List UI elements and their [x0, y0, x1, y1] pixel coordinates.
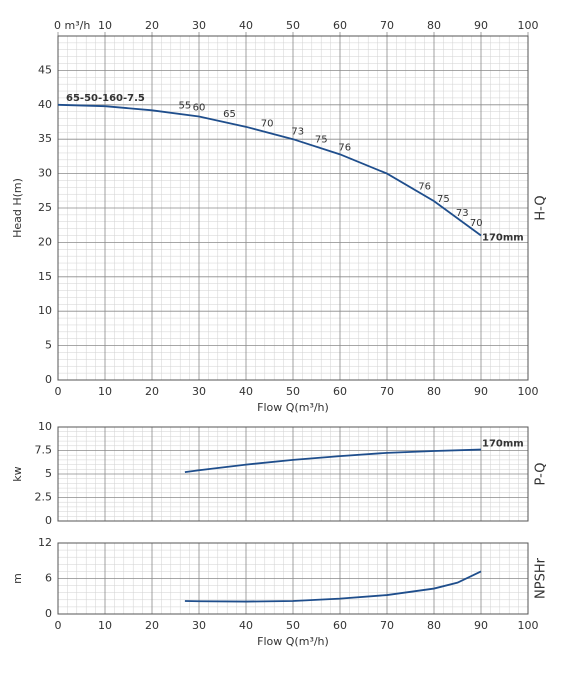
x2-tick-label: 70 [380, 19, 394, 32]
y-tick-label: 20 [38, 235, 52, 248]
x-tick-label: 0 [55, 385, 62, 398]
y-tick-label: 6 [45, 572, 52, 585]
x-tick-label: 20 [145, 385, 159, 398]
model-label: 65-50-160-7.5 [66, 93, 145, 104]
efficiency-label: 76 [338, 142, 351, 153]
x-tick-label: 50 [286, 619, 300, 632]
y-tick-label: 45 [38, 63, 52, 76]
y-tick-label: 10 [38, 420, 52, 433]
curve [184, 448, 482, 474]
x2-tick-label: 60 [333, 19, 347, 32]
x2-tick-label: 100 [518, 19, 539, 32]
y-tick-label: 40 [38, 98, 52, 111]
plot-frame [57, 35, 529, 381]
y-tick-label: 10 [38, 304, 52, 317]
x-tick-label: 100 [518, 619, 539, 632]
x2-tick-label: 0 m³/h [54, 19, 90, 32]
efficiency-label: 75 [437, 194, 450, 205]
y-tick-label: 5 [45, 467, 52, 480]
x-tick-label: 70 [380, 619, 394, 632]
y-tick-label: 0 [45, 373, 52, 386]
curve [184, 570, 482, 603]
x-tick-label: 70 [380, 385, 394, 398]
x-axis-label: Flow Q(m³/h) [257, 635, 329, 648]
efficiency-label: 70 [470, 218, 483, 229]
y-tick-label: 35 [38, 132, 52, 145]
curve-label: 170mm [482, 233, 524, 244]
side-label: P-Q [534, 463, 549, 486]
x-tick-label: 90 [474, 619, 488, 632]
x-tick-label: 40 [239, 619, 253, 632]
x-tick-label: 30 [192, 385, 206, 398]
efficiency-label: 73 [456, 208, 469, 219]
x2-tick-label: 90 [474, 19, 488, 32]
x-tick-label: 20 [145, 619, 159, 632]
plot-frame [57, 426, 529, 522]
y-tick-label: 0 [45, 607, 52, 620]
plot-frame [57, 542, 529, 615]
y-axis-label: kw [11, 466, 24, 481]
efficiency-label: 55 [179, 101, 192, 112]
x-tick-label: 60 [333, 385, 347, 398]
side-label: NPSHr [534, 557, 549, 599]
x-tick-label: 80 [427, 619, 441, 632]
y-tick-label: 25 [38, 201, 52, 214]
x2-tick-label: 30 [192, 19, 206, 32]
x2-tick-label: 80 [427, 19, 441, 32]
y-tick-label: 5 [45, 339, 52, 352]
efficiency-label: 60 [193, 102, 206, 113]
x2-tick-label: 10 [98, 19, 112, 32]
efficiency-label: 76 [418, 182, 431, 193]
efficiency-label: 73 [291, 127, 304, 138]
x-tick-label: 10 [98, 619, 112, 632]
y-tick-label: 30 [38, 167, 52, 180]
y-tick-label: 15 [38, 270, 52, 283]
y-tick-label: 0 [45, 514, 52, 527]
efficiency-label: 70 [261, 118, 274, 129]
x2-tick-label: 50 [286, 19, 300, 32]
curve [57, 103, 482, 237]
x-tick-label: 40 [239, 385, 253, 398]
y-axis-label: Head H(m) [11, 178, 24, 238]
x-tick-label: 90 [474, 385, 488, 398]
x-tick-label: 50 [286, 385, 300, 398]
side-label: H-Q [534, 195, 549, 220]
x-axis-label: Flow Q(m³/h) [257, 401, 329, 414]
efficiency-label: 65 [223, 109, 236, 120]
x-tick-label: 30 [192, 619, 206, 632]
y-tick-label: 2.5 [35, 491, 53, 504]
x2-tick-label: 40 [239, 19, 253, 32]
x-tick-label: 80 [427, 385, 441, 398]
x-tick-label: 10 [98, 385, 112, 398]
y-tick-label: 7.5 [35, 444, 53, 457]
efficiency-label: 75 [315, 134, 328, 145]
y-tick-label: 12 [38, 536, 52, 549]
y-axis-label: m [11, 573, 24, 584]
x-tick-label: 100 [518, 385, 539, 398]
x-tick-label: 0 [55, 619, 62, 632]
curve-label: 170mm [482, 439, 524, 450]
x-tick-label: 60 [333, 619, 347, 632]
x2-tick-label: 20 [145, 19, 159, 32]
